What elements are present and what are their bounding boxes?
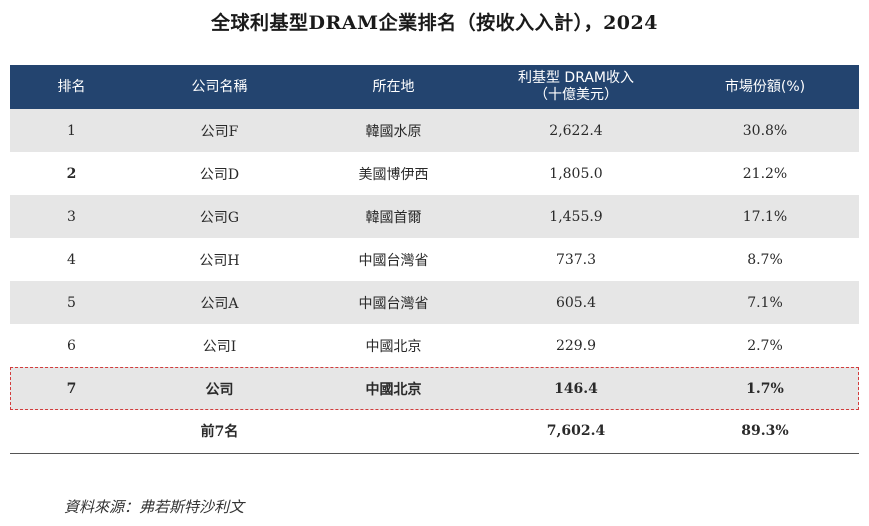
cell-location: 美國博伊西: [358, 166, 429, 183]
table-total-row: 前7名 7,602.4 89.3%: [10, 410, 859, 453]
cell-rank: 5: [67, 294, 76, 311]
cell-company: 公司H: [199, 252, 240, 269]
cell-rank: 4: [67, 251, 76, 268]
cell-share: 21.2%: [742, 165, 788, 182]
table-row: 6 公司I 中國北京 229.9 2.7%: [10, 324, 859, 367]
cell-location: 韓國水原: [365, 123, 422, 140]
cell-empty: [10, 410, 133, 453]
header-share: 市場份額(%): [724, 78, 806, 95]
header-location: 所在地: [372, 78, 415, 95]
cell-share: 17.1%: [742, 208, 788, 225]
cell-location: 中國台灣省: [358, 295, 429, 312]
cell-location: 中國台灣省: [358, 252, 429, 269]
cell-location: 中國北京: [365, 338, 422, 355]
cell-rank: 1: [67, 122, 76, 139]
table-row: 3 公司G 韓國首爾 1,455.9 17.1%: [10, 195, 859, 238]
total-revenue: 7,602.4: [546, 423, 606, 440]
cell-share: 1.7%: [746, 380, 784, 397]
table-row: 4 公司H 中國台灣省 737.3 8.7%: [10, 238, 859, 281]
cell-revenue: 737.3: [555, 251, 597, 268]
cell-revenue: 1,805.0: [549, 165, 603, 182]
cell-revenue: 1,455.9: [549, 208, 603, 225]
cell-share: 7.1%: [747, 294, 783, 311]
source-note: 資料來源：弗若斯特沙利文: [64, 498, 245, 516]
ranking-table: 排名 公司名稱 所在地 利基型 DRAM收入 （十億美元） 市場份額(%) 1 …: [10, 65, 859, 454]
cell-company: 公司: [205, 381, 234, 398]
total-label: 前7名: [200, 424, 239, 441]
cell-share: 8.7%: [747, 251, 783, 268]
table-header-row: 排名 公司名稱 所在地 利基型 DRAM收入 （十億美元） 市場份額(%): [10, 65, 859, 109]
cell-revenue: 605.4: [555, 294, 597, 311]
header-revenue-line2: （十億美元）: [534, 87, 618, 103]
header-rank: 排名: [57, 78, 86, 95]
cell-rank: 6: [67, 337, 76, 354]
table-row: 5 公司A 中國台灣省 605.4 7.1%: [10, 281, 859, 324]
cell-company: 公司G: [199, 209, 240, 226]
cell-empty: [306, 410, 481, 453]
cell-rank: 7: [66, 380, 77, 397]
cell-company: 公司D: [199, 166, 240, 183]
cell-share: 30.8%: [742, 122, 788, 139]
header-revenue: 利基型 DRAM收入 （十億美元）: [481, 65, 671, 109]
table-row-highlighted: 7 公司 中國北京 146.4 1.7%: [10, 367, 859, 410]
total-share: 89.3%: [741, 423, 789, 440]
table-row: 2 公司D 美國博伊西 1,805.0 21.2%: [10, 152, 859, 195]
cell-company: 公司A: [200, 295, 239, 312]
header-revenue-line1: 利基型 DRAM收入: [517, 70, 635, 86]
table-row: 1 公司F 韓國水原 2,622.4 30.8%: [10, 109, 859, 152]
cell-location: 中國北京: [365, 381, 422, 398]
cell-revenue: 229.9: [555, 337, 597, 354]
page-title: 全球利基型DRAM企業排名（按收入入計），2024: [211, 12, 658, 34]
cell-revenue: 146.4: [554, 380, 598, 397]
cell-company: 公司I: [202, 338, 237, 355]
cell-location: 韓國首爾: [365, 209, 422, 226]
header-company: 公司名稱: [191, 78, 248, 95]
cell-company: 公司F: [200, 123, 239, 140]
cell-revenue: 2,622.4: [549, 122, 603, 139]
cell-rank: 3: [67, 208, 76, 225]
cell-share: 2.7%: [747, 337, 783, 354]
cell-rank: 2: [66, 165, 77, 182]
